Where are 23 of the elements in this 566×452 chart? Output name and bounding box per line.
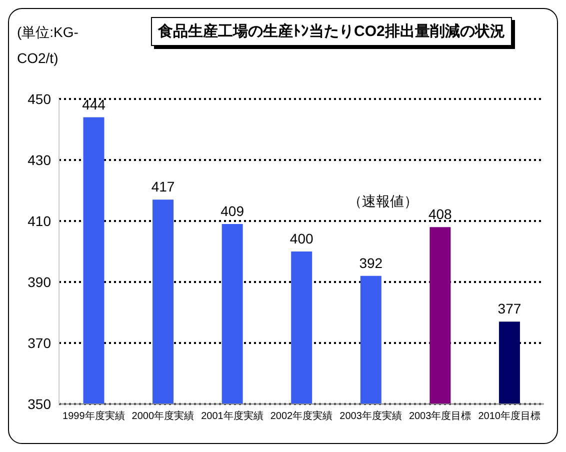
data-label: 408	[428, 206, 452, 222]
x-tick-label: 2001年度実績	[201, 410, 264, 422]
x-tick-label: 1999年度実績	[62, 410, 125, 422]
x-tick-label: 2002年度実績	[270, 410, 333, 422]
y-tick-label: 370	[28, 334, 52, 351]
y-axis-title: (単位:KG-CO2/t)	[17, 23, 80, 68]
annotation: （速報値）	[345, 193, 421, 211]
y-tick-label: 430	[28, 152, 52, 168]
y-tick-label: 410	[28, 212, 52, 229]
data-label: 400	[290, 230, 314, 246]
x-tick-label: 2003年度目標	[408, 410, 472, 422]
data-label: 377	[498, 300, 522, 317]
data-label: 409	[220, 203, 244, 220]
y-tick-label: 350	[28, 396, 52, 412]
x-tick-label: 2003年度実績	[340, 410, 402, 422]
x-tick-label: 2010年度目標	[478, 410, 540, 422]
data-label: 392	[359, 254, 383, 271]
y-tick-label: 450	[28, 90, 52, 107]
data-label: 444	[82, 96, 106, 112]
y-tick-label: 390	[28, 274, 52, 290]
chart-title: 食品生産工場の生産ﾄﾝ当たりCO2排出量削減の状況	[151, 17, 512, 46]
data-label: 417	[151, 178, 175, 195]
x-tick-label: 2000年度実績	[132, 410, 194, 422]
